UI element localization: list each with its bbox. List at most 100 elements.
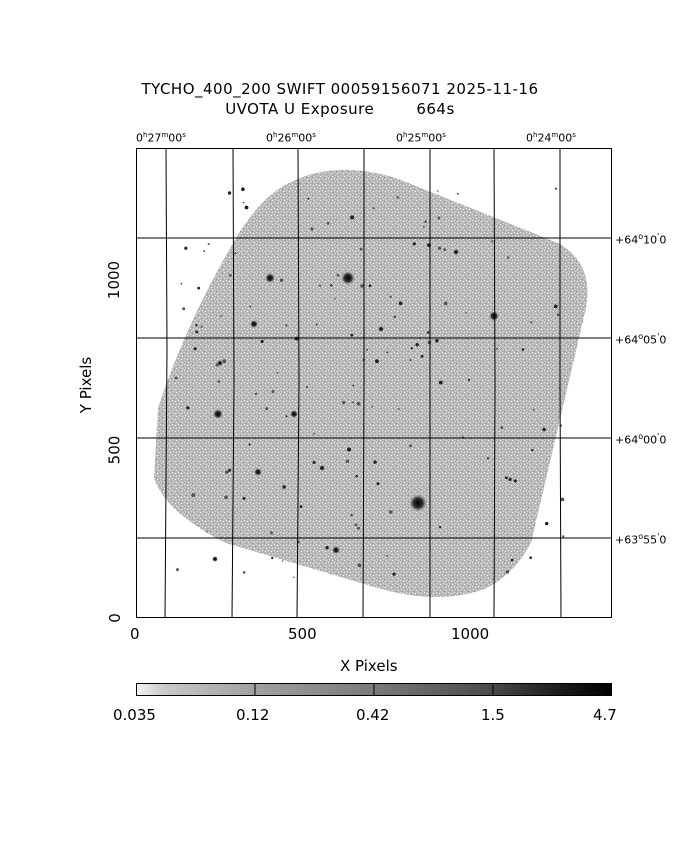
star [319,284,322,287]
star [508,477,512,481]
star [372,207,375,210]
dec-label: +64o10'0 [615,232,667,247]
star [355,475,358,478]
star [560,497,565,502]
star [215,363,219,367]
exposure-field [154,169,588,598]
star [506,256,510,259]
star [207,243,210,246]
star [505,570,510,574]
star [438,380,443,385]
star [217,380,221,383]
star [307,197,310,200]
star [443,248,447,252]
x-tick-1000: 1000 [451,625,490,643]
star [389,295,392,298]
ra-label: 0h25m00s [396,131,446,145]
y-tick-1000: 1000 [105,260,124,300]
star [242,571,246,574]
star [270,531,273,535]
star [386,351,389,354]
star [409,494,427,512]
star [342,401,346,405]
x-tick-0: 0 [130,625,140,643]
star [376,482,380,486]
star [513,479,517,483]
star [347,447,351,452]
star [191,493,196,498]
exposure-image-plot [136,148,612,618]
star [510,558,514,562]
star [250,320,258,328]
dec-label: +63o55'0 [615,532,667,547]
star [500,426,504,429]
star [174,376,178,380]
star [299,505,303,508]
star [360,284,364,288]
star [242,201,245,204]
star [336,273,340,277]
star [176,568,179,572]
star [357,563,362,568]
star [412,242,416,246]
star [186,406,190,410]
star [195,330,199,334]
star [554,187,558,190]
star [496,347,498,350]
star [437,246,442,250]
star [389,510,393,514]
star [437,216,441,220]
star [396,196,399,199]
star [310,227,314,231]
star [326,221,330,225]
star [285,324,288,327]
x-axis-label: X Pixels [340,657,398,675]
star [200,325,203,328]
star [350,333,354,337]
star [229,274,232,277]
y-axis-label: Y Pixels [77,356,96,414]
colorbar-label-0: 0.035 [113,706,156,724]
star [193,347,197,351]
star [203,250,206,252]
star [212,556,218,562]
star [393,315,396,318]
star [313,433,315,435]
star [435,339,439,343]
y-tick-0: 0 [105,613,124,623]
star [330,284,333,287]
star [213,409,223,419]
star [545,521,549,526]
star [244,205,249,210]
star [386,554,389,557]
star [368,284,372,287]
star [562,535,565,538]
colorbar [136,683,612,696]
y-tick-500: 500 [105,435,124,465]
star [356,401,361,406]
star [491,240,494,243]
star [409,359,412,361]
star [254,468,262,476]
star [531,448,534,452]
star [375,359,379,364]
star [271,556,274,560]
star [352,401,354,404]
star [184,246,188,250]
plot-frame [136,148,612,618]
star [352,384,355,387]
star [409,444,412,448]
star [529,556,532,559]
star [345,459,350,463]
star [467,378,471,381]
star [420,354,424,358]
ra-label: 0h26m00s [266,131,316,145]
image-title: TYCHO_400_200 SWIFT 00059156071 2025-11-… [141,80,539,98]
star [228,468,232,472]
star [487,457,489,460]
star [242,496,246,500]
star [271,390,275,393]
star [241,187,245,191]
ra-label: 0h27m00s [136,131,186,145]
star [521,348,525,351]
